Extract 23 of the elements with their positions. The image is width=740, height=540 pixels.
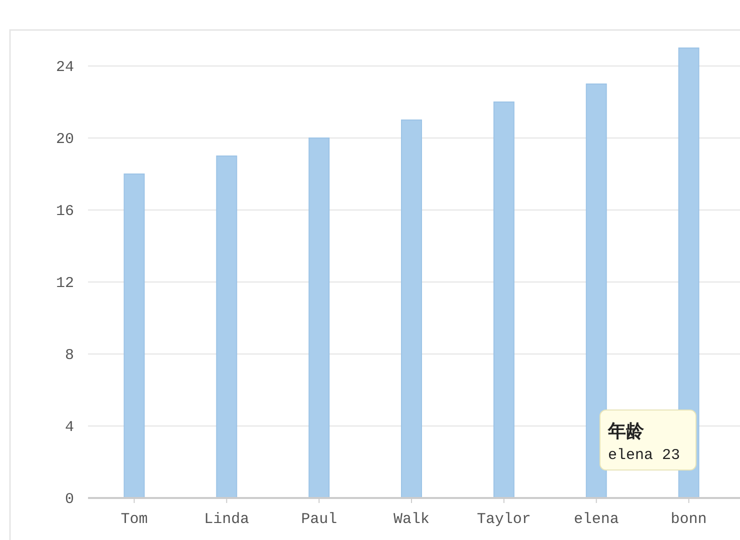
bar	[308, 138, 330, 498]
y-tick-label: 0	[64, 491, 74, 508]
y-tick-label: 24	[56, 59, 74, 76]
y-tick-label: 16	[56, 203, 74, 220]
tooltip: 年龄 elena 23	[600, 410, 696, 470]
bar	[493, 102, 514, 498]
series-label: 年龄	[607, 421, 645, 441]
x-tick-label: Taylor	[476, 511, 531, 528]
bar	[124, 174, 145, 498]
y-tick-label: 4	[64, 419, 74, 436]
y-tick-label: 20	[56, 131, 74, 148]
x-tick-label: Walk	[393, 511, 430, 528]
x-tick-label: bonn	[670, 511, 707, 528]
bar	[401, 120, 422, 498]
bar	[586, 84, 607, 498]
y-tick-label: 8	[64, 347, 74, 364]
x-tick-label: elena	[574, 511, 619, 528]
annotation: elena 23	[608, 447, 680, 464]
x-tick-label: Tom	[120, 511, 148, 528]
y-tick-label: 12	[56, 275, 74, 292]
x-tick-label: Linda	[204, 511, 250, 528]
bar	[216, 156, 238, 498]
x-tick-label: Paul	[301, 511, 338, 528]
